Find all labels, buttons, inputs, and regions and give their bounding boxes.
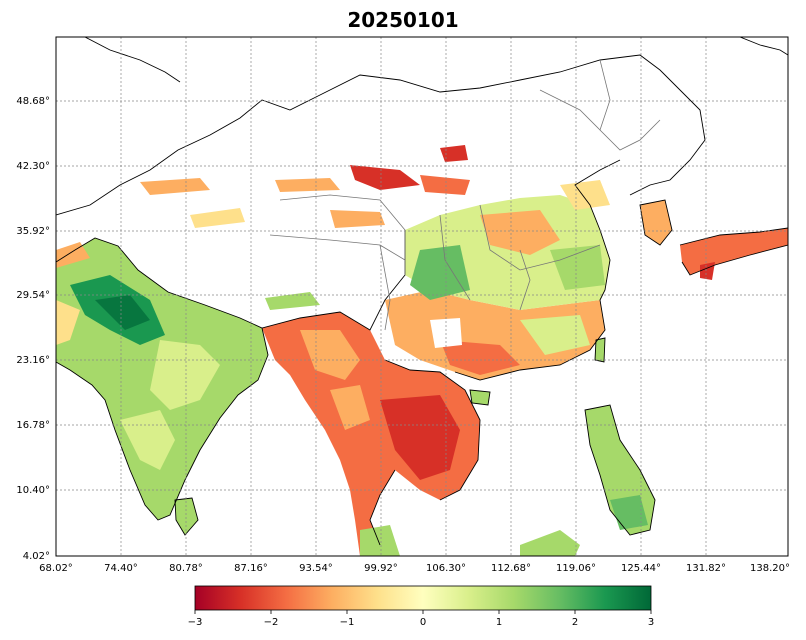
colorbar: −3 −2 −1 0 1 2 3 [188, 585, 654, 628]
lon-tick-label: 74.40° [104, 563, 138, 574]
lat-tick-label: 35.92° [16, 226, 50, 237]
colorbar-gradient [194, 585, 652, 611]
lon-tick-label: 99.92° [364, 563, 398, 574]
gridlines [56, 37, 788, 556]
lon-tick-label: 119.06° [556, 563, 596, 574]
lon-tick-label: 138.20° [750, 563, 790, 574]
lat-tick-label: 10.40° [16, 485, 50, 496]
lon-tick-label: 93.54° [299, 563, 333, 574]
region-south-china [385, 290, 605, 380]
map-area [56, 37, 788, 556]
map-frame [55, 36, 789, 557]
lat-tick-label: 48.68° [16, 96, 50, 107]
lon-tick-label: 125.44° [621, 563, 661, 574]
colorbar-tick-label: −3 [188, 617, 203, 628]
lon-tick-label: 87.16° [234, 563, 268, 574]
lat-tick-label: 42.30° [16, 161, 50, 172]
lat-tick-label: 16.78° [16, 420, 50, 431]
lon-tick-label: 131.82° [686, 563, 726, 574]
colorbar-tick-label: −2 [264, 617, 279, 628]
colorbar-tick-label: 0 [420, 617, 426, 628]
colorbar-tick-label: 2 [572, 617, 578, 628]
map-title: 20250101 [347, 8, 459, 32]
region-southeast-asia [262, 312, 480, 556]
lon-tick-label: 106.30° [426, 563, 466, 574]
colorbar-tick-label: −1 [340, 617, 355, 628]
lat-tick-label: 29.54° [16, 290, 50, 301]
colorbar-tick-label: 1 [496, 617, 502, 628]
lat-axis: 48.68° 42.30° 35.92° 29.54° 23.16° 16.78… [16, 96, 50, 562]
lon-tick-label: 80.78° [169, 563, 203, 574]
lon-tick-label: 112.68° [491, 563, 531, 574]
lat-tick-label: 23.16° [16, 355, 50, 366]
lon-tick-label: 68.02° [39, 563, 73, 574]
colorbar-tick-label: 3 [648, 617, 654, 628]
lon-axis: 68.02° 74.40° 80.78° 87.16° 93.54° 99.92… [39, 563, 790, 574]
lat-tick-label: 4.02° [23, 551, 50, 562]
